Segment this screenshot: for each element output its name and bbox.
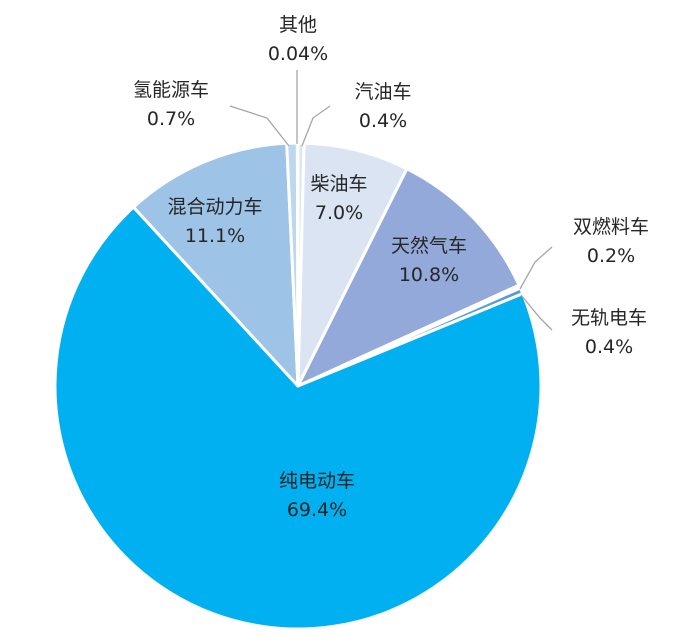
slice-name-label: 柴油车 <box>310 173 367 195</box>
leader-line-5 <box>520 294 553 331</box>
leader-line-8 <box>229 105 290 147</box>
pie-slice-2 <box>296 141 409 388</box>
slice-value-label: 0.2% <box>587 245 635 267</box>
slice-name-label: 天然气车 <box>391 235 467 257</box>
slice-value-label: 10.8% <box>399 264 459 286</box>
leader-line-1 <box>301 105 331 147</box>
slice-name-label: 纯电动车 <box>279 470 355 492</box>
slice-value-label: 11.1% <box>185 225 245 247</box>
slice-value-label: 7.0% <box>315 202 363 224</box>
slice-name-label: 混合动力车 <box>167 196 262 218</box>
pie-slices <box>53 141 543 631</box>
leader-line-4 <box>519 246 553 290</box>
slice-name-label: 汽油车 <box>354 81 411 103</box>
slice-value-label: 0.7% <box>147 108 195 130</box>
pie-slice-3 <box>296 167 521 388</box>
pie-slice-7 <box>132 141 300 388</box>
slice-value-label: 69.4% <box>287 499 347 521</box>
slice-name-label: 氢能源车 <box>133 79 209 101</box>
slice-name-label: 其他 <box>279 14 317 36</box>
slice-value-label: 0.4% <box>585 336 633 358</box>
leader-lines <box>229 70 553 331</box>
slice-value-label: 0.4% <box>359 110 407 132</box>
slice-name-label: 无轨电车 <box>571 307 647 329</box>
slice-name-label: 双燃料车 <box>573 216 649 238</box>
slice-value-label: 0.04% <box>268 43 328 65</box>
slice-labels: 汽油车 0.4% 柴油车 7.0% 天然气车 10.8% 双燃料车 0.2% 无轨电车 0.4% 纯… <box>133 14 649 521</box>
pie-slice-6 <box>53 205 543 631</box>
pie-slice-9 <box>295 141 300 388</box>
